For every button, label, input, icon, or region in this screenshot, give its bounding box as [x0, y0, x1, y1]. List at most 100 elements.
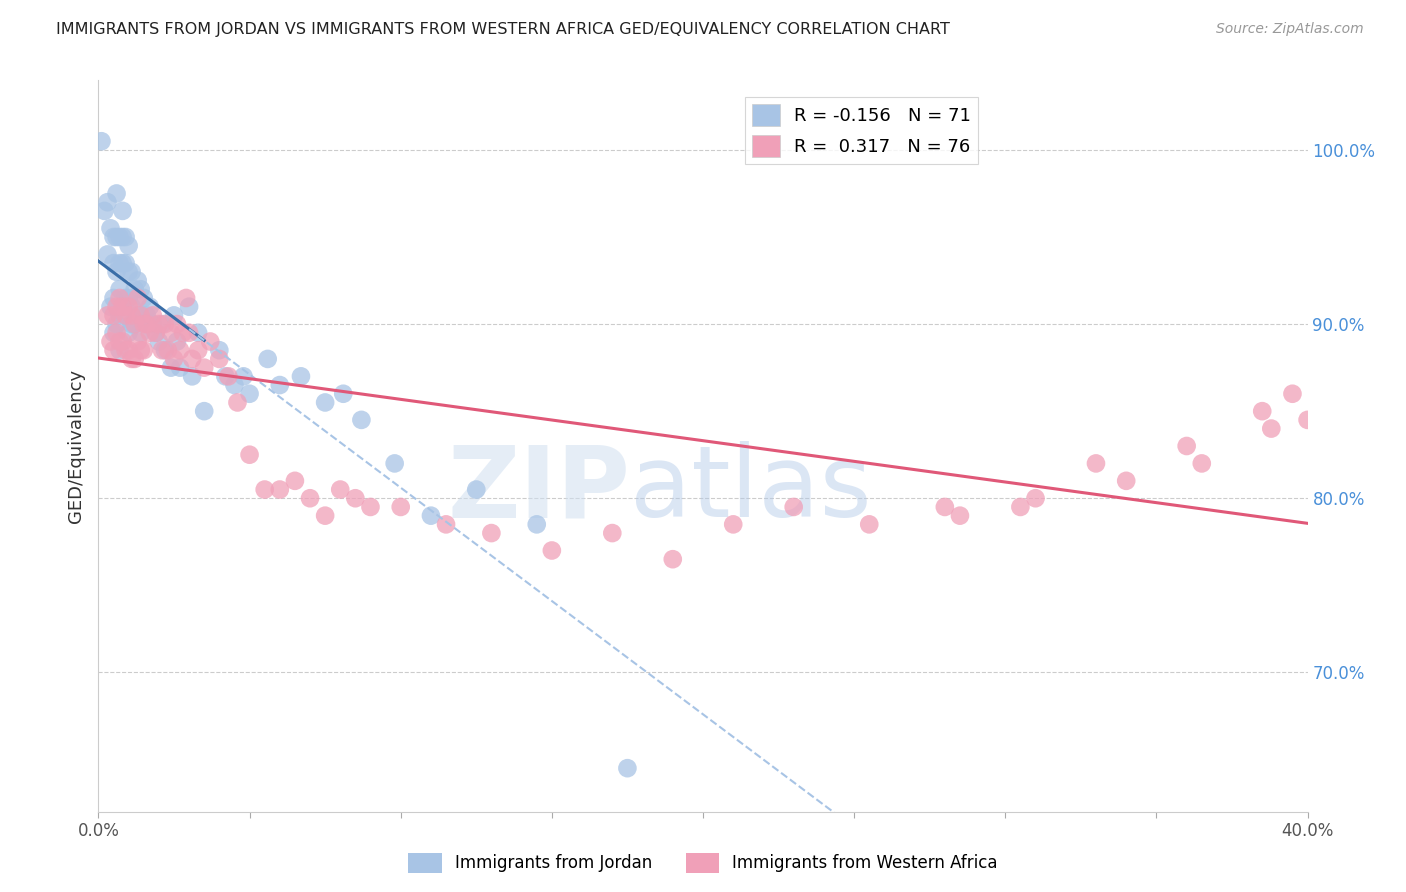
Point [661, 552, 683, 566]
Point [121, 300, 143, 314]
Point [208, 343, 231, 358]
Point [114, 291, 136, 305]
Point [253, 483, 276, 497]
Point [1175, 439, 1198, 453]
Point [111, 300, 134, 314]
Point [1191, 457, 1213, 471]
Point [129, 282, 152, 296]
Point [111, 203, 134, 218]
Point [118, 291, 141, 305]
Point [103, 309, 125, 323]
Point [96, 195, 118, 210]
Point [160, 326, 183, 340]
Point [1296, 413, 1319, 427]
Point [224, 378, 246, 392]
Point [111, 230, 134, 244]
Point [332, 386, 354, 401]
Text: IMMIGRANTS FROM JORDAN VS IMMIGRANTS FROM WESTERN AFRICA GED/EQUIVALENCY CORRELA: IMMIGRANTS FROM JORDAN VS IMMIGRANTS FRO… [56, 22, 950, 37]
Point [121, 265, 143, 279]
Legend: Immigrants from Jordan, Immigrants from Western Africa: Immigrants from Jordan, Immigrants from … [402, 847, 1004, 880]
Point [384, 457, 406, 471]
Point [465, 483, 488, 497]
Point [1260, 421, 1282, 435]
Point [193, 404, 215, 418]
Point [420, 508, 443, 523]
Point [226, 395, 249, 409]
Point [150, 317, 173, 331]
Point [124, 317, 146, 331]
Point [111, 256, 134, 270]
Point [1281, 386, 1303, 401]
Point [166, 317, 188, 331]
Point [114, 230, 136, 244]
Point [616, 761, 638, 775]
Point [129, 309, 152, 323]
Point [118, 265, 141, 279]
Point [299, 491, 322, 506]
Point [118, 326, 141, 340]
Point [181, 351, 204, 366]
Point [290, 369, 312, 384]
Point [108, 309, 131, 323]
Point [124, 351, 146, 366]
Point [135, 317, 157, 331]
Point [108, 282, 131, 296]
Point [132, 291, 155, 305]
Point [284, 474, 307, 488]
Point [111, 300, 134, 314]
Point [153, 317, 176, 331]
Point [103, 230, 125, 244]
Point [214, 369, 236, 384]
Point [96, 247, 118, 261]
Point [121, 309, 143, 323]
Point [108, 256, 131, 270]
Point [100, 221, 122, 235]
Point [179, 300, 201, 314]
Point [127, 334, 149, 349]
Text: ZIP: ZIP [447, 442, 630, 539]
Point [239, 448, 262, 462]
Point [121, 317, 143, 331]
Point [269, 378, 291, 392]
Point [114, 343, 136, 358]
Point [434, 517, 457, 532]
Point [96, 309, 118, 323]
Point [121, 351, 143, 366]
Point [100, 334, 122, 349]
Point [314, 395, 336, 409]
Point [124, 317, 146, 331]
Point [129, 326, 152, 340]
Y-axis label: GED/Equivalency: GED/Equivalency [66, 369, 84, 523]
Point [179, 326, 201, 340]
Point [1251, 404, 1274, 418]
Point [389, 500, 412, 514]
Point [105, 326, 128, 340]
Point [148, 317, 170, 331]
Point [783, 500, 806, 514]
Point [217, 369, 239, 384]
Point [360, 500, 382, 514]
Point [481, 526, 503, 541]
Point [103, 343, 125, 358]
Point [93, 203, 115, 218]
Text: Source: ZipAtlas.com: Source: ZipAtlas.com [1216, 22, 1364, 37]
Point [160, 360, 183, 375]
Point [1010, 500, 1032, 514]
Point [142, 317, 165, 331]
Point [208, 351, 231, 366]
Point [105, 317, 128, 331]
Point [526, 517, 548, 532]
Point [103, 291, 125, 305]
Point [163, 309, 186, 323]
Point [169, 360, 191, 375]
Point [193, 360, 215, 375]
Point [174, 291, 197, 305]
Point [114, 309, 136, 323]
Point [105, 230, 128, 244]
Point [153, 343, 176, 358]
Point [187, 343, 209, 358]
Point [135, 309, 157, 323]
Point [105, 265, 128, 279]
Point [1115, 474, 1137, 488]
Point [118, 343, 141, 358]
